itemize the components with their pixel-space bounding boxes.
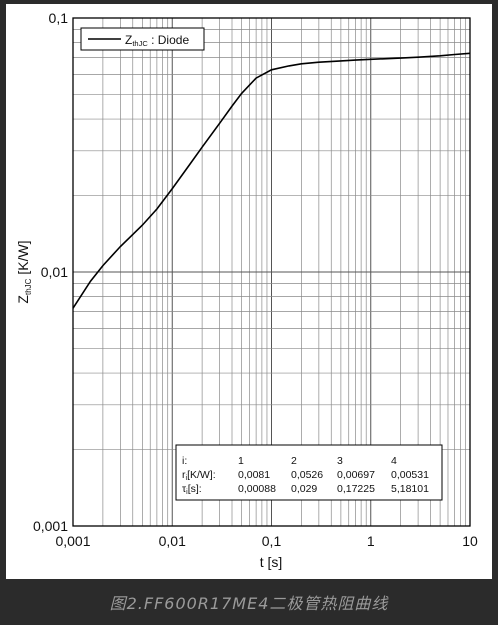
legend: ZthJC : Diode [80,27,205,51]
table-header-cell: i: [182,455,187,467]
y-axis-label: ZthJC [K/W] [15,240,33,303]
table-header-cell: 4 [391,455,397,467]
table-cell: 0,17225 [337,483,375,495]
table-cell: 0,00088 [238,483,276,495]
tick-labels: 0,001 0,01 0,1 1 10 0,001 0,01 0,1 [33,10,478,549]
table-cell: τi[s]: [182,483,202,496]
plot-frame [72,17,471,527]
x-tick-label: 1 [367,533,375,549]
x-tick-label: 10 [462,533,478,549]
figure-caption: 图2.FF600R17ME4二极管热阻曲线 [109,594,389,613]
table-header-cell: 3 [337,455,343,467]
x-tick-label: 0,01 [159,533,186,549]
x-tick-label: 0,1 [262,533,282,549]
y-tick-label: 0,01 [41,264,68,280]
table-cell: 0,0081 [238,469,270,481]
table-cell: 0,00697 [337,469,375,481]
table-header-cell: 1 [238,455,244,467]
y-tick-label: 0,1 [49,10,69,26]
parameter-table: i: 1 2 3 4 ri[K/W]: 0,0081 0,0526 0,00697 0,00531… [175,444,443,501]
chart-svg: 0,001 0,01 0,1 1 10 0,001 0,01 0,1 ZthJC : Diod… [15,10,478,570]
table-cell: ri[K/W]: [182,469,216,482]
table-cell: 0,0526 [291,469,323,481]
table-cell: 5,18101 [391,483,429,495]
grid-lines [73,18,470,526]
table-cell: 0,029 [291,483,317,495]
x-tick-label: 0,001 [55,533,90,549]
table-header-cell: 2 [291,455,297,467]
chart-figure: 0,001 0,01 0,1 1 10 0,001 0,01 0,1 ZthJC : Diod… [6,4,492,579]
parameter-table-box [175,444,443,501]
series-line-diode [72,52,471,309]
legend-box [80,27,205,51]
legend-label: ZthJC : Diode [125,33,189,48]
y-tick-label: 0,001 [33,518,68,534]
x-axis-label: t [s] [260,554,283,570]
table-cell: 0,00531 [391,469,429,481]
